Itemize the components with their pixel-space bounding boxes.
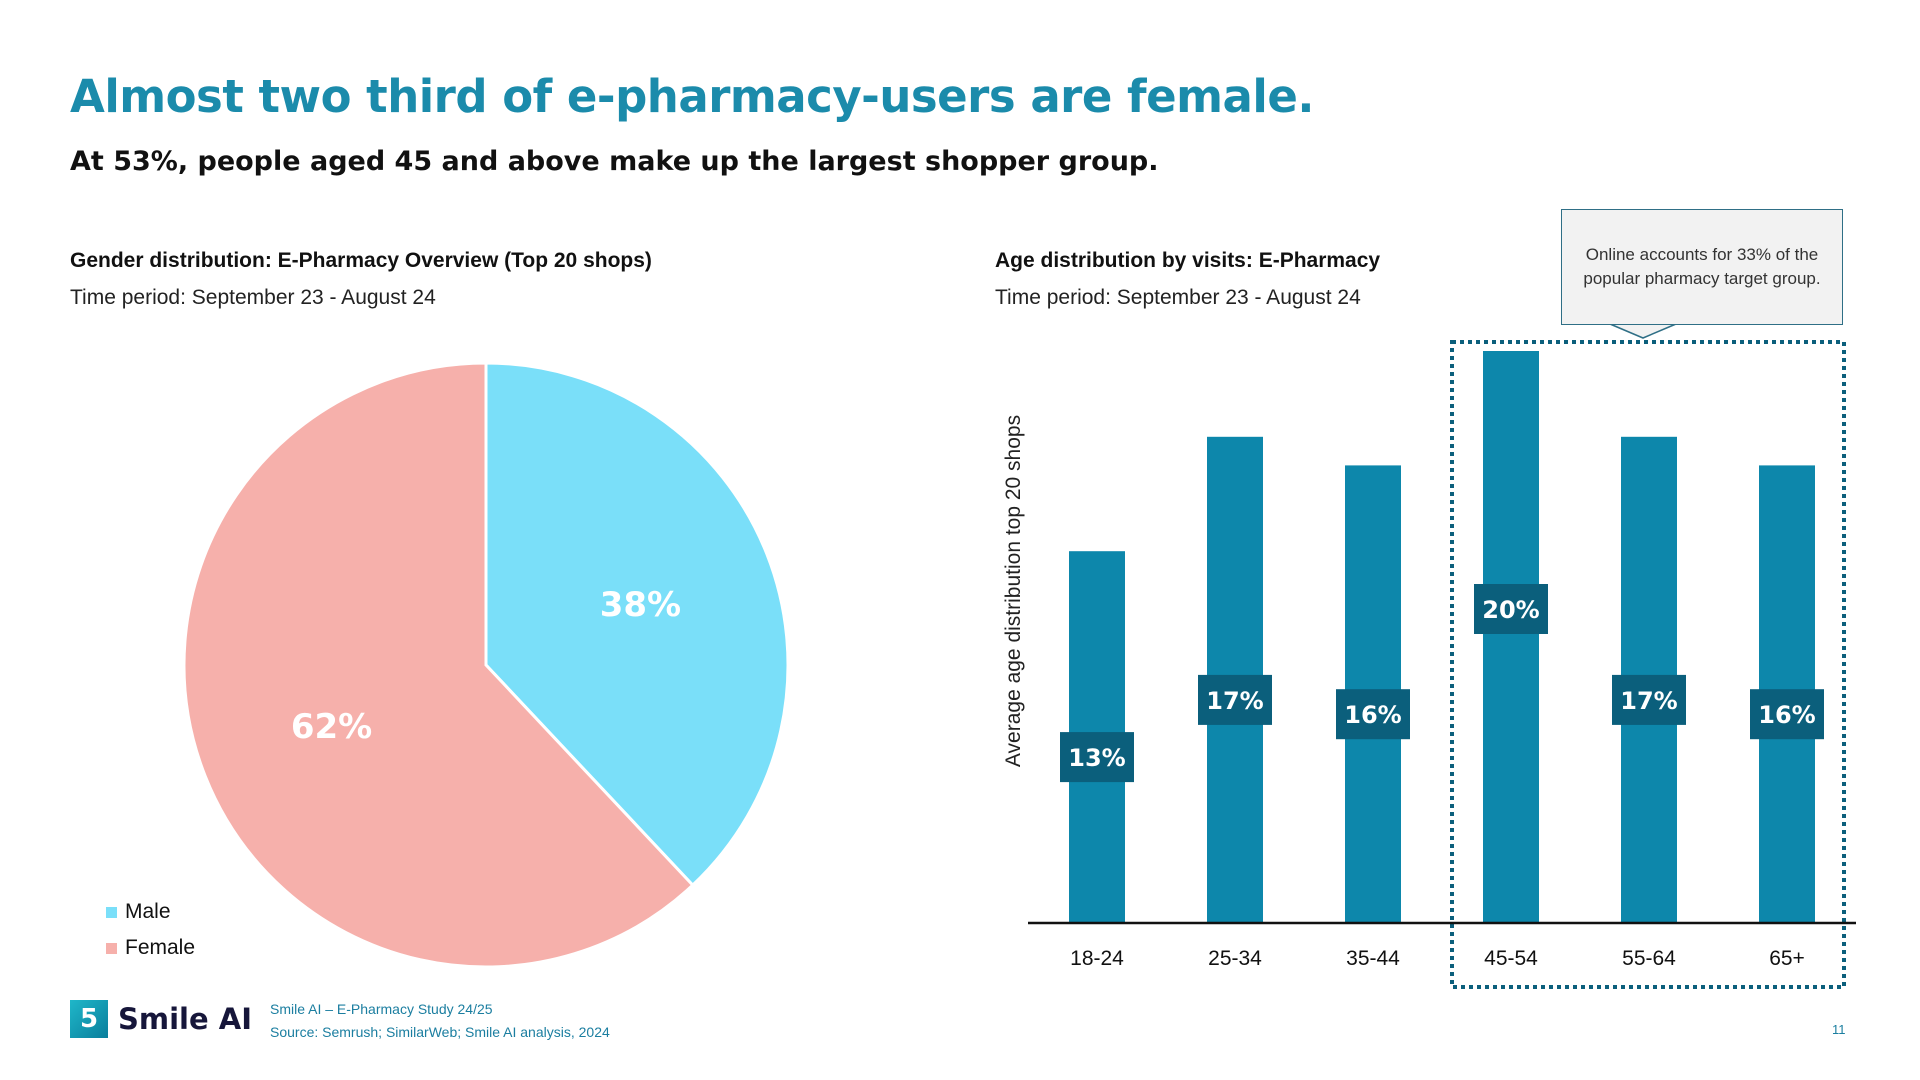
highlight-box — [1450, 340, 1846, 989]
x-tick-label: 25-34 — [1208, 947, 1262, 970]
legend-item-male: Male — [106, 900, 195, 924]
source-note: Source: Semrush; SimilarWeb; Smile AI an… — [270, 1024, 610, 1040]
pie-chart-period: Time period: September 23 - August 24 — [70, 286, 436, 309]
pie-chart-title: Gender distribution: E-Pharmacy Overview… — [70, 249, 652, 272]
data-label: 17% — [1206, 687, 1263, 715]
page-subtitle: At 53%, people aged 45 and above make up… — [70, 146, 1159, 177]
legend-swatch-female — [106, 942, 117, 954]
footer-text: Smile AI – E-Pharmacy Study 24/25 Source… — [270, 998, 610, 1044]
data-label: 16% — [1758, 701, 1815, 729]
x-tick-label: 35-44 — [1346, 947, 1400, 970]
pie-chart: 38% 62% — [182, 361, 790, 969]
data-label: 20% — [1482, 596, 1539, 624]
callout-pointer — [1609, 323, 1677, 339]
data-label: 16% — [1344, 701, 1401, 729]
data-label: 17% — [1620, 687, 1677, 715]
bar-45-54 — [1483, 351, 1539, 923]
x-tick-label: 55-64 — [1622, 947, 1676, 970]
legend-item-female: Female — [106, 936, 195, 960]
legend-swatch-male — [106, 906, 117, 918]
logo-icon: 5 — [70, 1000, 108, 1038]
study-name: Smile AI – E-Pharmacy Study 24/25 — [270, 1001, 493, 1017]
data-label-box — [1612, 674, 1686, 725]
page-title: Almost two third of e-pharmacy-users are… — [70, 70, 1314, 123]
data-label-box — [1336, 689, 1410, 740]
logo: 5 Smile AI — [70, 1000, 252, 1038]
x-tick-label: 18-24 — [1070, 947, 1124, 970]
pie-slice-female — [182, 361, 695, 969]
legend-label: Male — [125, 900, 171, 923]
x-tick-label: 45-54 — [1484, 947, 1538, 970]
pie-label: 62% — [291, 707, 372, 747]
data-label-box — [1474, 584, 1548, 634]
data-label-box — [1198, 674, 1272, 725]
pie-label: 38% — [600, 585, 681, 625]
bar-chart-period: Time period: September 23 - August 24 — [995, 286, 1361, 309]
page-number: 11 — [1832, 1022, 1846, 1037]
pie-legend: Male Female — [106, 900, 195, 960]
pie-slice-male — [484, 361, 790, 888]
logo-text: Smile AI — [118, 1002, 252, 1036]
x-tick-label: 65+ — [1769, 947, 1805, 970]
y-axis-label: Average age distribution top 20 shops — [1002, 415, 1025, 767]
data-label-box — [1060, 732, 1134, 783]
annotation-callout: Online accounts for 33% of the popular p… — [1561, 209, 1843, 325]
data-label: 13% — [1068, 744, 1125, 772]
bar-chart-title: Age distribution by visits: E-Pharmacy — [995, 249, 1381, 272]
data-label-box — [1750, 689, 1824, 740]
legend-label: Female — [125, 936, 196, 959]
